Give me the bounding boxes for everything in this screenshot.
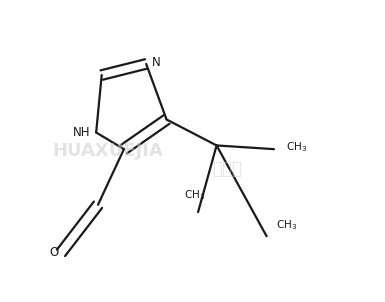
Text: CH$_3$: CH$_3$ <box>276 218 298 232</box>
Text: N: N <box>152 56 161 69</box>
Text: CH$_3$: CH$_3$ <box>184 188 205 202</box>
Text: HUAXUEJIA: HUAXUEJIA <box>52 142 163 160</box>
Text: CH$_3$: CH$_3$ <box>286 140 307 154</box>
Text: NH: NH <box>73 126 91 139</box>
Text: 化学加: 化学加 <box>213 160 243 178</box>
Text: O: O <box>50 246 59 259</box>
